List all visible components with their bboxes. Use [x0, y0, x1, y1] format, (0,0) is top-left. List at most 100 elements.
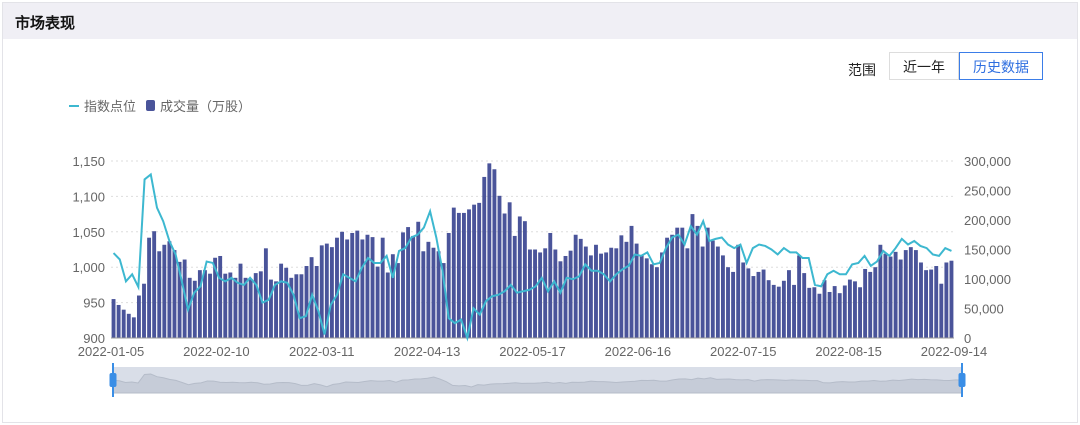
- volume-bar: [924, 270, 929, 338]
- volume-bar: [665, 237, 670, 338]
- volume-bar: [472, 204, 477, 338]
- volume-bar: [355, 230, 360, 338]
- y-left-tick-label: 1,150: [72, 154, 105, 169]
- volume-bar: [761, 269, 766, 338]
- y-right-tick-label: 50,000: [964, 302, 1004, 317]
- volume-bar: [538, 252, 543, 338]
- volume-bar: [807, 287, 812, 338]
- volume-bar: [695, 225, 700, 338]
- chart: 900 950 1,000 1,050 1,100 1,150 0 50,000 100,000…: [72, 154, 1011, 397]
- volume-bar: [888, 256, 893, 338]
- volume-bar: [218, 255, 223, 338]
- volume-bar: [533, 249, 537, 338]
- volume-bar: [172, 250, 177, 338]
- volume-bar: [223, 273, 228, 338]
- volume-bar: [406, 227, 411, 338]
- volume-bar: [492, 169, 497, 338]
- volume-bar: [776, 286, 781, 338]
- volume-bar: [563, 255, 568, 338]
- volume-bar: [710, 240, 715, 338]
- x-tick-label: 2022-01-05: [78, 344, 145, 359]
- volume-bar: [299, 274, 304, 338]
- volume-bar: [736, 244, 741, 338]
- volume-bar: [766, 280, 771, 338]
- volume-bar: [421, 251, 426, 338]
- volume-bar: [142, 283, 146, 338]
- datazoom-handle-left[interactable]: [109, 363, 117, 397]
- volume-bar: [446, 232, 451, 338]
- volume-bar: [497, 195, 502, 338]
- volume-bar: [649, 264, 654, 338]
- volume-bar: [517, 216, 522, 338]
- x-tick-label: 2022-03-11: [289, 344, 355, 359]
- y-right-tick-label: 200,000: [964, 213, 1011, 228]
- volume-bar: [375, 266, 380, 338]
- volume-bar: [802, 273, 807, 338]
- volume-bar: [903, 250, 908, 338]
- y-right-tick-label: 0: [964, 331, 971, 346]
- volume-bar: [756, 271, 761, 338]
- volume-bar: [720, 255, 725, 338]
- volume-bar: [522, 221, 527, 338]
- volume-bar: [502, 213, 507, 338]
- legend-bar-icon[interactable]: [146, 100, 156, 111]
- y-left-tick-label: 950: [83, 296, 105, 311]
- volume-bar: [639, 255, 644, 338]
- volume-bar: [883, 253, 888, 338]
- volume-bar: [817, 293, 822, 338]
- volume-bar: [853, 281, 857, 338]
- volume-bar: [350, 232, 355, 338]
- volume-bar: [741, 262, 746, 338]
- y-left-tick-label: 1,000: [72, 260, 105, 275]
- volume-bar: [878, 244, 883, 338]
- volume-bar: [573, 234, 578, 338]
- volume-bar: [121, 309, 126, 338]
- volume-bar: [512, 235, 517, 338]
- legend-volume-label[interactable]: 成交量（万股）: [160, 99, 252, 114]
- range-one-year-button[interactable]: 近一年: [889, 52, 959, 80]
- range-toggle: 近一年 历史数据: [889, 52, 1043, 80]
- volume-bar: [822, 280, 827, 338]
- volume-bar: [746, 268, 751, 338]
- handle-grip-icon: [109, 373, 117, 387]
- volume-bar: [431, 247, 436, 338]
- volume-bar: [624, 241, 629, 338]
- volume-bar: [604, 252, 609, 338]
- volume-bar: [370, 237, 375, 338]
- volume-bar: [634, 243, 639, 338]
- volume-bar: [162, 244, 167, 338]
- x-tick-label: 2022-07-15: [710, 344, 777, 359]
- volume-bar: [213, 257, 218, 338]
- volume-bar: [913, 250, 918, 338]
- volume-bar: [873, 267, 878, 338]
- volume-bar: [147, 237, 152, 338]
- volume-bar: [177, 261, 182, 338]
- x-tick-label: 2022-09-14: [921, 344, 988, 359]
- volume-bar: [929, 269, 934, 338]
- range-history-button[interactable]: 历史数据: [959, 52, 1043, 80]
- volume-bar: [583, 246, 588, 338]
- volume-bar: [248, 279, 253, 338]
- volume-bar: [944, 262, 949, 338]
- volume-bar: [335, 237, 339, 338]
- chart-legend: 指数点位 成交量（万股）: [69, 96, 251, 115]
- volume-bar: [898, 259, 903, 338]
- volume-bar: [152, 231, 157, 338]
- volume-bar: [167, 241, 172, 338]
- legend-index-label[interactable]: 指数点位: [84, 99, 137, 114]
- volume-bar: [131, 317, 136, 338]
- volume-bar: [456, 212, 461, 338]
- volume-bar: [771, 284, 776, 338]
- volume-bar: [238, 263, 243, 338]
- volume-bar: [228, 272, 233, 338]
- datazoom-handle-right[interactable]: [958, 363, 966, 397]
- y-left-tick-label: 1,050: [72, 225, 105, 240]
- volume-bar: [416, 221, 421, 338]
- volume-bar: [126, 313, 131, 338]
- volume-bar: [827, 291, 832, 338]
- legend-line-icon[interactable]: [69, 104, 79, 107]
- volume-bar: [136, 295, 141, 338]
- volume-bar: [203, 270, 207, 338]
- y-left-tick-label: 900: [83, 331, 105, 346]
